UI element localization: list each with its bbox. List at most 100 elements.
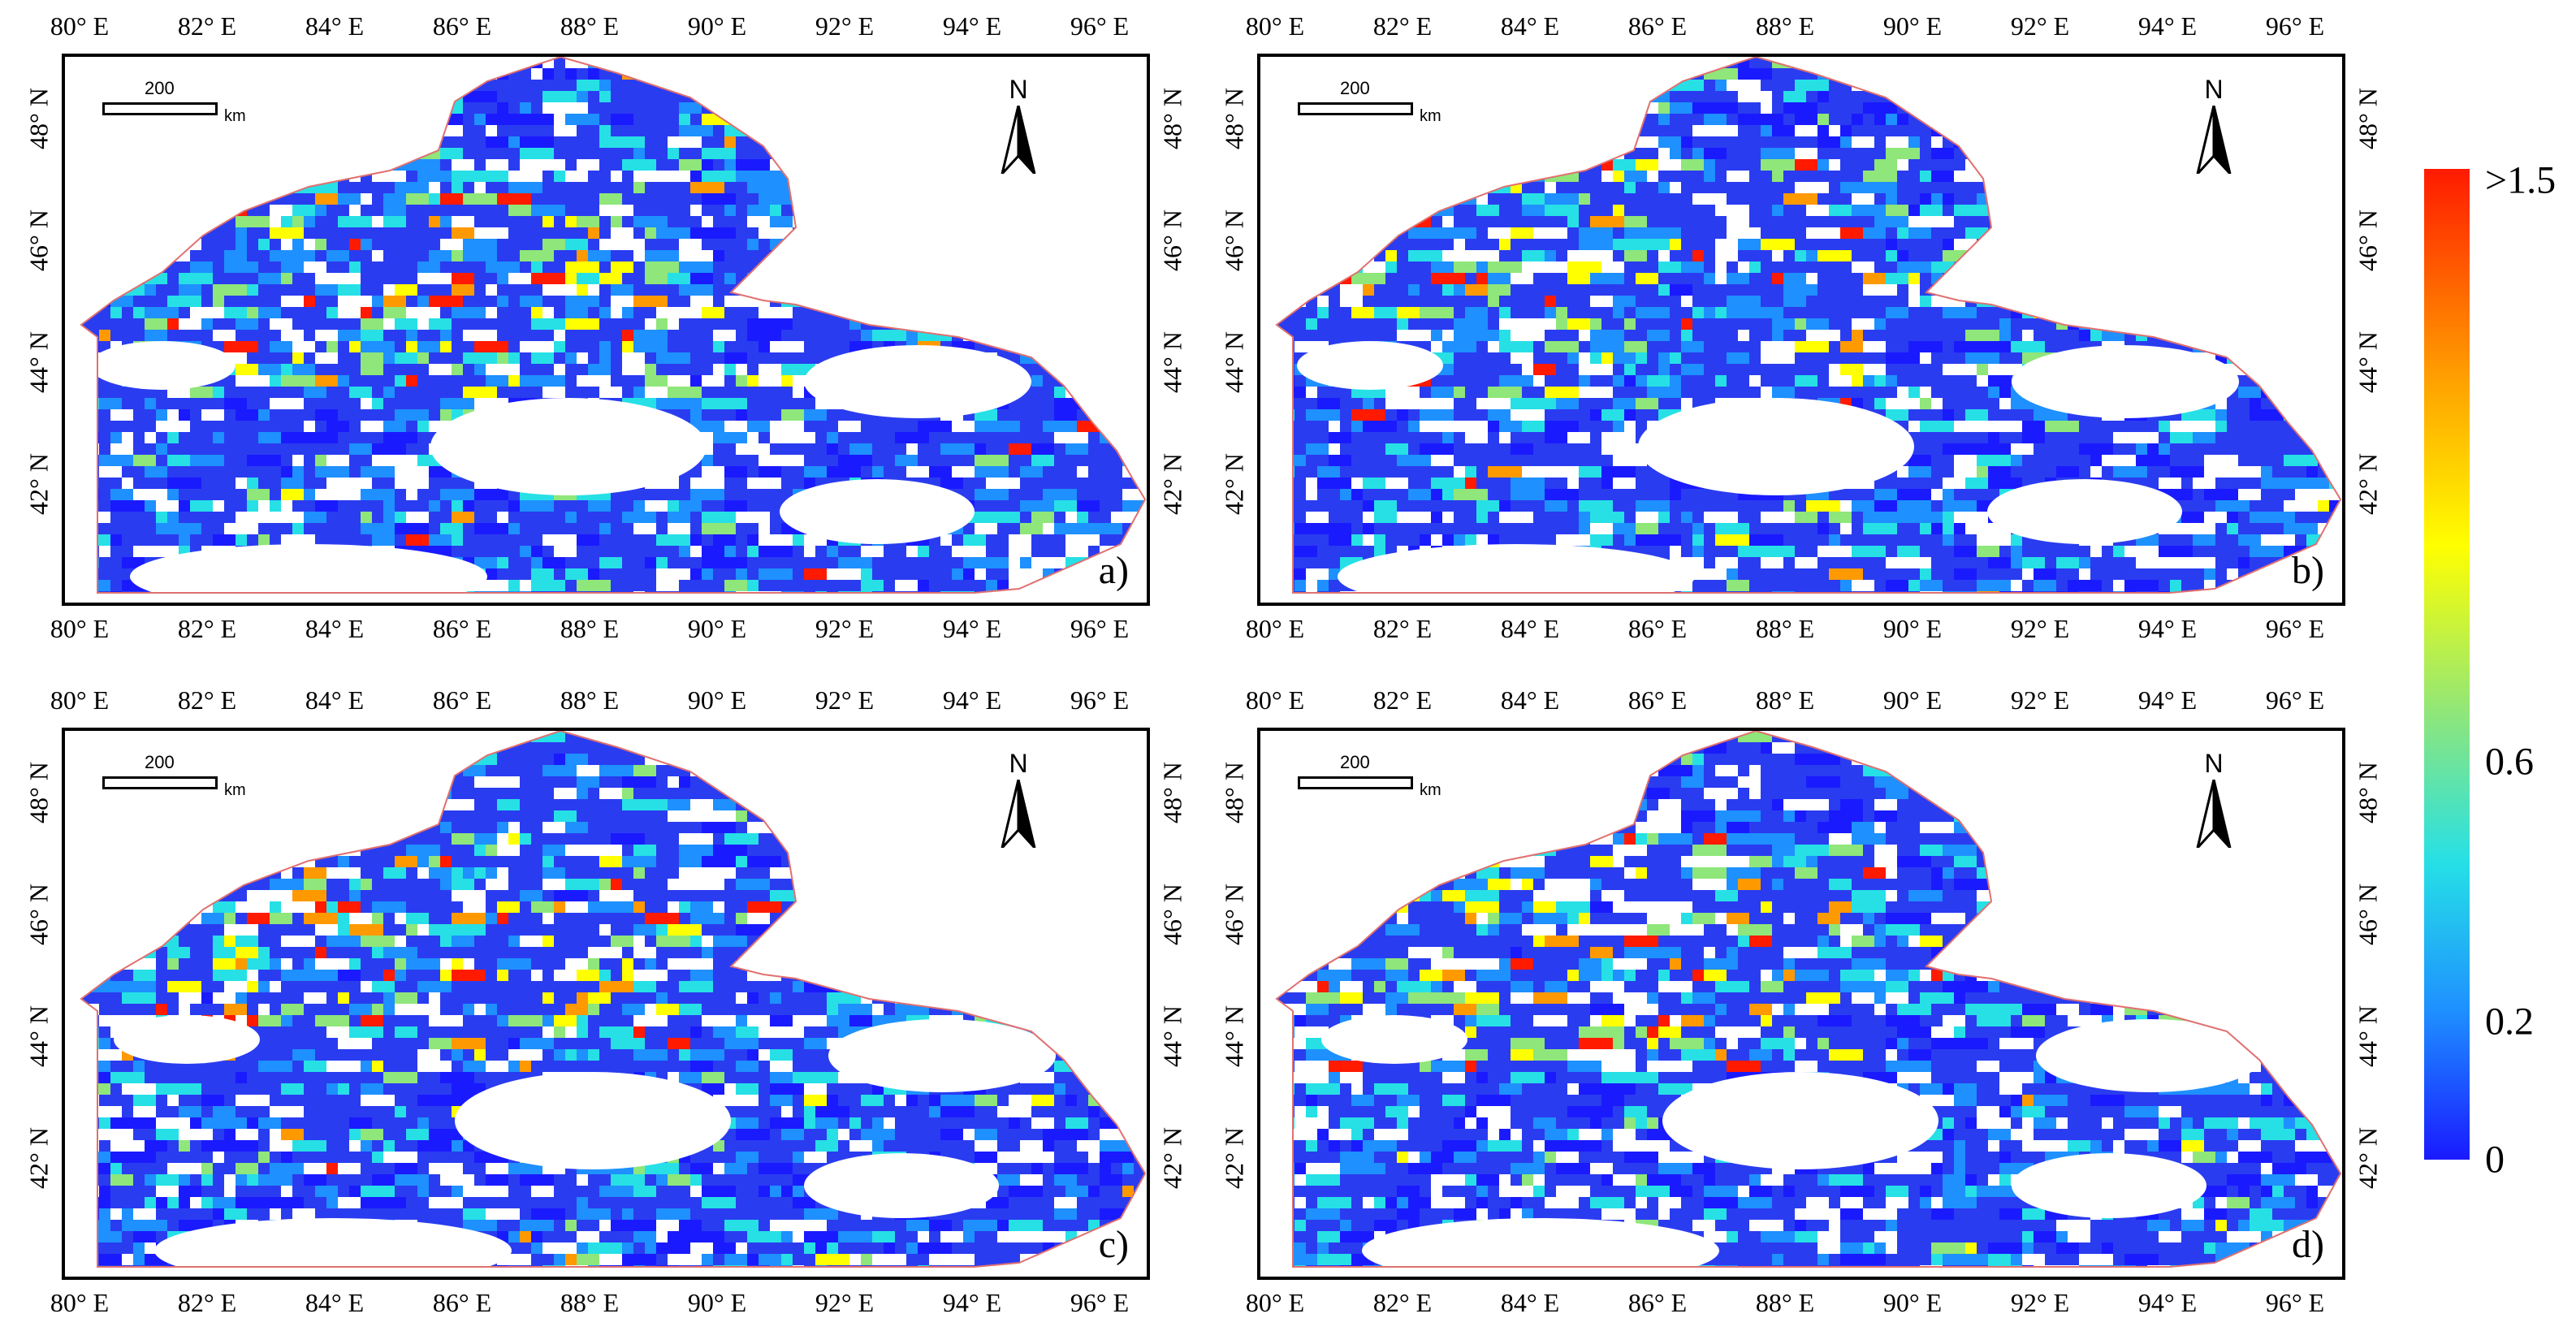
lon-label-top: 84° E <box>305 11 365 41</box>
lat-label-left: 42° N <box>1219 453 1249 515</box>
lon-label-bottom: 94° E <box>2137 1288 2198 1317</box>
lon-label-top: 94° E <box>2137 11 2198 41</box>
lat-label-right: 44° N <box>2353 1005 2383 1067</box>
lon-label-bottom: 88° E <box>560 1288 620 1317</box>
lat-label-left: 44° N <box>1219 331 1249 393</box>
lon-label-top: 96° E <box>2265 685 2325 715</box>
lon-label-top: 86° E <box>432 685 492 715</box>
lat-label-left: 46° N <box>1219 884 1249 945</box>
lat-label-left: 42° N <box>1219 1127 1249 1189</box>
north-arrow-icon: N <box>2189 75 2238 180</box>
lon-label-bottom: 86° E <box>1627 614 1688 643</box>
north-arrow-icon: N <box>2189 749 2238 854</box>
scale-bar-value: 200 <box>1340 78 1370 98</box>
lat-label-left: 46° N <box>1219 210 1249 271</box>
scale-bar-unit: km <box>224 781 246 799</box>
lon-label-top: 90° E <box>1882 11 1943 41</box>
lon-label-bottom: 82° E <box>177 1288 237 1317</box>
lat-label-right: 44° N <box>1157 331 1187 393</box>
lon-label-top: 82° E <box>1372 11 1433 41</box>
lon-label-bottom: 82° E <box>1372 1288 1433 1317</box>
lon-label-bottom: 92° E <box>815 614 875 643</box>
lon-label-bottom: 90° E <box>687 1288 747 1317</box>
lon-label-top: 84° E <box>305 685 365 715</box>
scale-bar <box>1298 102 1413 115</box>
lon-label-bottom: 86° E <box>1627 1288 1688 1317</box>
lon-label-top: 94° E <box>942 11 1002 41</box>
lat-label-right: 42° N <box>2353 1127 2383 1189</box>
region-boundary <box>1275 731 2342 1268</box>
lon-label-bottom: 96° E <box>2265 614 2325 643</box>
lat-label-right: 44° N <box>1157 1005 1187 1067</box>
lon-label-top: 92° E <box>2010 685 2070 715</box>
scale-bar-value: 200 <box>1340 752 1370 772</box>
lon-label-top: 82° E <box>177 11 237 41</box>
lat-label-right: 42° N <box>2353 453 2383 515</box>
lat-label-right: 48° N <box>1157 762 1187 823</box>
lat-label-right: 48° N <box>2353 88 2383 149</box>
lon-label-top: 92° E <box>815 685 875 715</box>
lat-label-left: 46° N <box>24 210 54 271</box>
lon-label-bottom: 86° E <box>432 1288 492 1317</box>
map-raster-b <box>1275 57 2342 594</box>
lat-label-left: 44° N <box>24 1005 54 1067</box>
lat-label-right: 46° N <box>2353 210 2383 271</box>
lon-label-top: 80° E <box>50 685 110 715</box>
lon-label-bottom: 94° E <box>942 614 1002 643</box>
lon-label-bottom: 90° E <box>1882 614 1943 643</box>
lon-label-bottom: 94° E <box>942 1288 1002 1317</box>
lon-label-bottom: 90° E <box>687 614 747 643</box>
lat-label-left: 48° N <box>24 762 54 823</box>
north-arrow-icon: N <box>994 75 1043 180</box>
lon-label-top: 80° E <box>1245 11 1305 41</box>
lon-label-top: 90° E <box>1882 685 1943 715</box>
lon-label-bottom: 94° E <box>2137 614 2198 643</box>
lon-label-bottom: 84° E <box>305 614 365 643</box>
lon-label-top: 90° E <box>687 685 747 715</box>
region-boundary <box>80 731 1147 1268</box>
lon-label-bottom: 88° E <box>560 614 620 643</box>
lon-label-top: 88° E <box>1755 11 1815 41</box>
lon-label-top: 84° E <box>1500 685 1560 715</box>
lon-label-bottom: 84° E <box>1500 614 1560 643</box>
lon-label-bottom: 88° E <box>1755 614 1815 643</box>
lat-label-right: 42° N <box>1157 1127 1187 1189</box>
lon-label-top: 92° E <box>815 11 875 41</box>
scale-bar <box>102 776 218 789</box>
lon-label-top: 82° E <box>177 685 237 715</box>
north-arrow-icon: N <box>994 749 1043 854</box>
map-raster-c <box>80 731 1147 1268</box>
scale-bar <box>1298 776 1413 789</box>
lon-label-bottom: 96° E <box>2265 1288 2325 1317</box>
lon-label-bottom: 80° E <box>50 614 110 643</box>
map-raster-d <box>1275 731 2342 1268</box>
scale-bar-unit: km <box>1420 107 1441 125</box>
lon-label-top: 88° E <box>560 685 620 715</box>
lon-label-bottom: 84° E <box>305 1288 365 1317</box>
lat-label-right: 46° N <box>2353 884 2383 945</box>
lon-label-bottom: 92° E <box>2010 1288 2070 1317</box>
lon-label-bottom: 96° E <box>1070 614 1130 643</box>
lon-label-top: 92° E <box>2010 11 2070 41</box>
lat-label-left: 42° N <box>24 453 54 515</box>
lon-label-bottom: 80° E <box>1245 1288 1305 1317</box>
lon-label-bottom: 88° E <box>1755 1288 1815 1317</box>
panel-label-c: c) <box>1098 1223 1129 1266</box>
lon-label-top: 86° E <box>1627 685 1688 715</box>
lat-label-right: 48° N <box>1157 88 1187 149</box>
scale-bar-value: 200 <box>145 752 175 772</box>
lat-label-left: 46° N <box>24 884 54 945</box>
lon-label-bottom: 84° E <box>1500 1288 1560 1317</box>
lon-label-bottom: 80° E <box>50 1288 110 1317</box>
lon-label-top: 84° E <box>1500 11 1560 41</box>
lon-label-top: 96° E <box>2265 11 2325 41</box>
lat-label-right: 44° N <box>2353 331 2383 393</box>
lat-label-right: 48° N <box>2353 762 2383 823</box>
colorbar-tick-max: >1.5 <box>2485 158 2557 202</box>
lon-label-bottom: 82° E <box>1372 614 1433 643</box>
lon-label-top: 90° E <box>687 11 747 41</box>
panel-label-a: a) <box>1098 549 1129 592</box>
